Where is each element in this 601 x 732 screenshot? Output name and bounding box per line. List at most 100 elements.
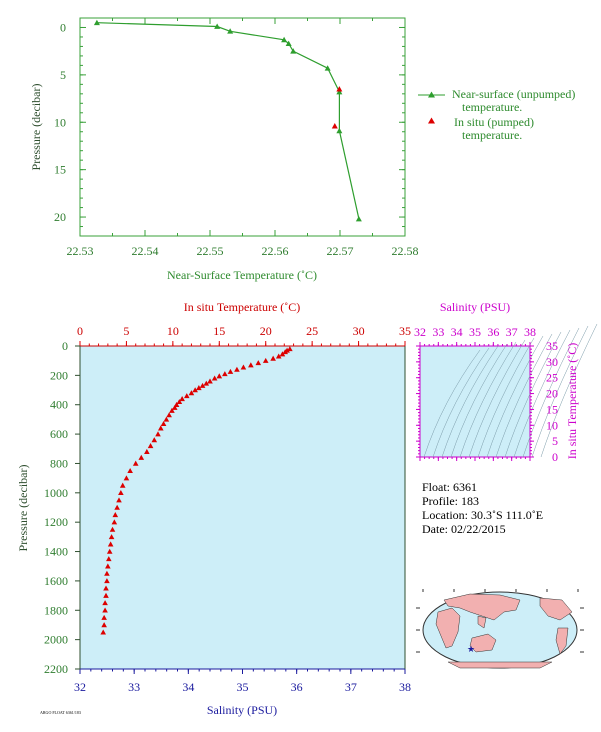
profile-number: Profile: 183 [422, 494, 479, 508]
in-situ-temperature-point [176, 398, 183, 405]
temperature-tick-label: 20 [260, 324, 272, 338]
world-map: ★ [416, 589, 584, 669]
in-situ-temperature-point [101, 614, 107, 620]
in-situ-temperature-point [248, 362, 254, 368]
temperature-tick-label: 0 [77, 324, 83, 338]
in-situ-temperature-point [107, 541, 114, 547]
pressure-tick-label: 1600 [44, 574, 68, 588]
in-situ-temperature-point [163, 416, 170, 422]
unpumped-temperature-point [93, 19, 100, 26]
density-contour-line [468, 339, 526, 458]
in-situ-temperature-point [127, 467, 133, 474]
density-contour-line [522, 327, 580, 458]
float-info: Float: 6361 Profile: 183 Location: 30.3˚… [422, 480, 543, 536]
map-land-india [477, 615, 487, 629]
unpumped-temperature-point [290, 48, 297, 54]
pressure-tick-label: 1200 [44, 515, 68, 529]
salinity-tick-label: 34 [182, 680, 194, 694]
salinity-tick-label: 37 [345, 680, 357, 694]
density-contour-line [432, 347, 490, 458]
in-situ-temperature-point [192, 387, 198, 393]
in-situ-temperature-point [103, 592, 109, 598]
in-situ-temperature-point [151, 437, 158, 443]
pressure-tick-label: 200 [50, 368, 68, 382]
in-situ-temperature-point [102, 600, 108, 606]
in-situ-temperature-point [144, 448, 150, 454]
in-situ-temperature-point [275, 353, 282, 359]
in-situ-temperature-point [279, 351, 286, 357]
salinity-tick-label: 33 [128, 680, 140, 694]
density-contour-line [423, 349, 481, 458]
pumped-temperature-point [336, 86, 343, 92]
ts-x-tick-label: 34 [451, 325, 463, 339]
ts-y-tick-label: 10 [546, 418, 558, 432]
temperature-tick-label: 5 [123, 324, 129, 338]
legend-label-pumped-1: In situ (pumped) [454, 115, 534, 129]
top-legend: Near-surface (unpumped) temperature. In … [418, 87, 575, 142]
density-contour-line [495, 333, 553, 458]
temperature-axis-label: In situ Temperature (˚C) [184, 300, 301, 314]
in-situ-temperature-point [100, 629, 107, 635]
in-situ-temperature-point [108, 534, 115, 540]
in-situ-temperature-point [114, 504, 120, 510]
in-situ-temperature-point [102, 607, 108, 613]
in-situ-temperature-point [282, 349, 289, 355]
in-situ-temperature-point [138, 454, 145, 460]
in-situ-temperature-point [101, 622, 107, 628]
top-y-tick-label: 20 [54, 210, 66, 224]
top-x-tick-label: 22.57 [327, 244, 354, 258]
map-land-south-america [555, 627, 569, 655]
unpumped-temperature-line [96, 22, 360, 220]
ts-y-tick-label: 25 [546, 371, 558, 385]
top-plot-frame [79, 17, 406, 237]
in-situ-temperature-point [240, 364, 247, 370]
ts-y-tick-label: 30 [546, 355, 558, 369]
density-contour-line [531, 325, 589, 458]
in-situ-temperature-point [103, 585, 109, 591]
in-situ-temperature-point [118, 490, 124, 496]
legend-triangle-green-icon [428, 91, 435, 98]
in-situ-temperature-point [111, 519, 118, 525]
density-contour-line [477, 337, 535, 458]
ts-x-tick-label: 38 [524, 325, 536, 339]
map-land-antarctica [447, 661, 553, 669]
location: Location: 30.3˚S 111.0˚E [422, 508, 543, 522]
in-situ-temperature-point [119, 482, 126, 488]
pressure-tick-label: 1400 [44, 545, 68, 559]
near-surface-temperature-panel: 22.53 22.54 22.55 22.56 22.57 22.58 05101520 … [29, 17, 419, 282]
top-y-tick-label: 5 [60, 68, 66, 82]
pressure-tick-label: 2200 [44, 662, 68, 676]
unpumped-temperature-point [227, 28, 234, 34]
ts-x-tick-label: 32 [414, 325, 426, 339]
top-y-tick-label: 0 [60, 20, 66, 34]
in-situ-temperature-point [203, 380, 210, 386]
in-situ-temperature-point [199, 382, 206, 388]
top-x-tick-label: 22.56 [262, 244, 289, 258]
pressure-profile-panel: 0 5 10 15 20 25 30 35 32 33 34 35 36 37 38 0 200 400 600… [16, 300, 411, 717]
density-contour-line [459, 341, 517, 458]
salinity-tick-label: 36 [291, 680, 303, 694]
top-y-tick-label: 15 [54, 163, 66, 177]
salinity-tick-label: 38 [399, 680, 411, 694]
density-contour-line [513, 329, 571, 458]
pressure-tick-label: 800 [50, 456, 68, 470]
unpumped-temperature-point [285, 40, 292, 46]
ts-x-tick-label: 37 [506, 325, 518, 339]
in-situ-temperature-point [171, 404, 178, 410]
top-y-tick-label: 10 [54, 115, 66, 129]
legend-label-unpumped-2: temperature. [462, 100, 522, 114]
temperature-tick-label: 25 [306, 324, 318, 338]
unpumped-temperature-point [214, 23, 221, 29]
float-position-star-icon: ★ [467, 644, 475, 654]
map-land-africa [435, 607, 461, 649]
pressure-tick-label: 2000 [44, 633, 68, 647]
legend-label-unpumped-1: Near-surface (unpumped) [452, 87, 575, 101]
in-situ-temperature-point [196, 385, 202, 391]
unpumped-temperature-point [281, 36, 288, 43]
in-situ-temperature-point [216, 373, 223, 379]
date: Date: 02/22/2015 [422, 522, 506, 536]
in-situ-temperature-point [222, 371, 228, 377]
footer-text: ARGO FLOAT 6361/183 [40, 710, 81, 715]
ts-y-tick-label: 5 [552, 434, 558, 448]
